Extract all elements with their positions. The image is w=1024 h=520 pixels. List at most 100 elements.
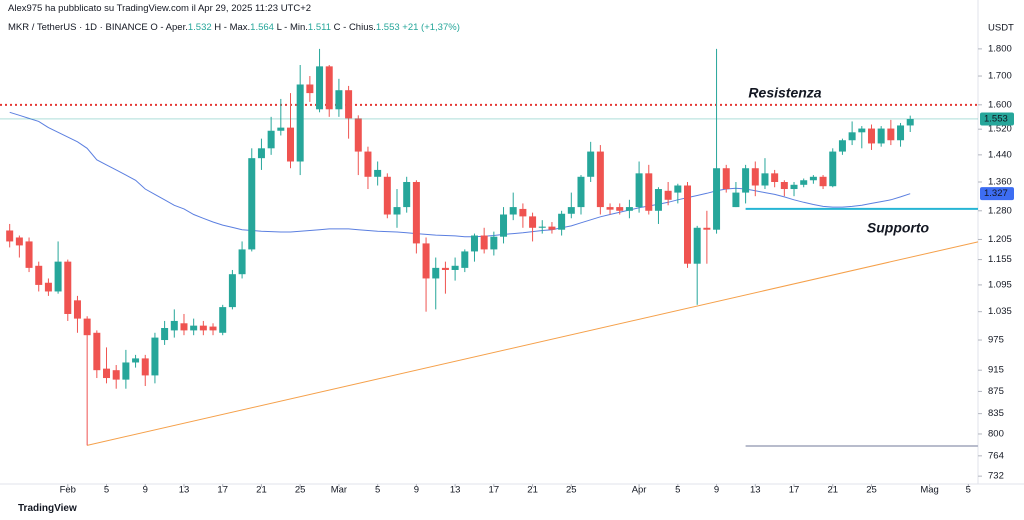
candle-body [800,180,808,185]
candle [887,119,895,146]
candle [83,316,91,446]
price-tag-label: 1.327 [984,188,1008,199]
x-tick-label: 9 [143,485,148,496]
candle-body [393,207,401,215]
candle [383,173,391,219]
price-tag [980,112,1014,126]
trendline [87,241,979,446]
candle-body [219,307,227,333]
candle-body [848,132,856,141]
candle [732,181,740,208]
x-tick-label: Mar [331,485,347,496]
candle-body [829,151,837,187]
x-tick-label: 13 [450,485,461,496]
candle [170,309,178,338]
candle-body [548,226,556,230]
author-line: Alex975 ha pubblicato su TradingView.com… [8,3,312,14]
candle-body [596,151,604,208]
candle-body [54,261,62,292]
candle-body [577,176,585,208]
candle [44,278,52,296]
change: +21 (+1,37%) [402,22,460,33]
y-unit: USDT [988,23,1014,34]
candle-body [470,235,478,252]
candle-body [732,192,740,208]
symbol: MKR / TetherUS · 1D · BINANCE [8,22,148,33]
candle-body [25,241,33,268]
price-tag-label: 1.553 [984,113,1008,124]
candle [558,210,566,236]
candle-body [374,169,382,177]
candle [693,225,701,305]
candle [829,148,837,188]
candle [877,126,885,147]
candle-body [103,368,111,379]
candle-body [790,184,798,190]
candle-body [286,127,294,162]
candle [519,203,527,228]
y-tick-label: 1.280 [988,205,1012,216]
candle [35,261,43,292]
candle-body [151,337,159,376]
y-tick-label: 1.035 [988,306,1012,317]
candle-body [654,189,662,211]
candle-body [906,118,914,126]
candle [751,161,759,197]
candle [325,64,333,117]
candle [112,365,120,389]
candle-body [509,207,517,215]
candle-body [838,140,846,152]
brand: TradingView [18,503,77,514]
candle [441,261,449,294]
candle [674,183,682,204]
candle-body [412,181,420,244]
y-tick-label: 1.205 [988,234,1012,245]
candle-body [567,207,575,214]
candle-body [451,265,459,270]
candle [267,116,275,155]
ohlc-label: C - Chius. [333,22,376,33]
x-tick-label: 25 [866,485,877,496]
candle-body [170,320,178,331]
candle [703,210,711,264]
candle-body [122,362,130,380]
candle-body [693,227,701,264]
candle-body [35,265,43,285]
candle [238,241,246,279]
candle-body [180,323,188,331]
candle [335,78,343,117]
candle [509,192,517,221]
candle-body [228,274,236,308]
x-tick-label: Mag [920,485,938,496]
candle-body [248,158,256,250]
x-tick-label: 13 [750,485,761,496]
candle-body [209,326,217,331]
y-tick-label: 764 [988,450,1004,461]
candle [122,349,130,389]
y-tick-label: 1.520 [988,124,1012,135]
candle [15,235,23,258]
candle-body [190,325,198,331]
y-tick-label: 975 [988,335,1004,346]
candle [858,126,866,149]
candle [606,203,614,215]
candle [277,98,285,136]
candle-body [316,66,324,110]
candle-body [306,84,314,94]
x-tick-label: 17 [217,485,228,496]
candle-body [64,261,72,314]
x-tick-label: 5 [966,485,971,496]
candle [364,146,372,190]
candle [451,257,459,281]
candle [722,164,730,193]
x-tick-label: 5 [375,485,380,496]
y-tick-label: 1.700 [988,71,1012,82]
candle [713,48,721,234]
y-tick-label: 1.440 [988,149,1012,160]
candle-body [761,173,769,186]
candle-body [897,125,905,141]
y-tick-label: 1.800 [988,43,1012,54]
symbol-legend: MKR / TetherUS · 1D · BINANCE O - Aper.1… [8,22,460,33]
y-tick-label: 732 [988,471,1004,482]
ohlc-label: O - Aper. [150,22,188,33]
